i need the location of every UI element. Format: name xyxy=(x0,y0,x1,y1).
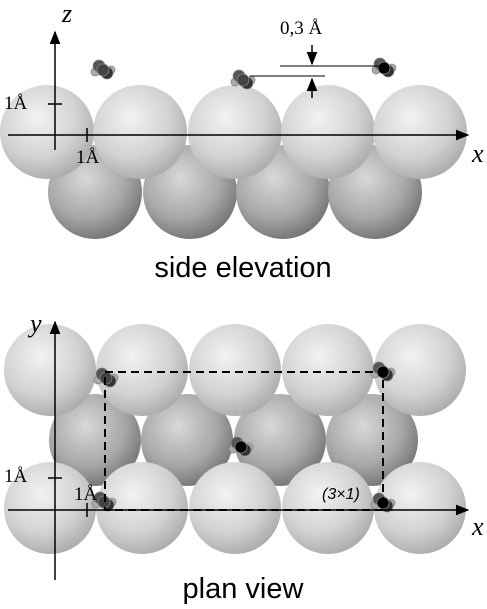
scale-label: 1Å xyxy=(4,466,28,487)
axis-label: z xyxy=(61,0,72,28)
caption: side elevation xyxy=(154,252,331,284)
atom xyxy=(4,324,96,416)
height-label: 0,3 Å xyxy=(280,18,323,39)
atom xyxy=(189,462,281,554)
substrate-atoms xyxy=(0,85,467,554)
adsorbate-atom xyxy=(97,64,109,76)
scale-label: 1Å xyxy=(76,147,100,168)
atom xyxy=(188,85,282,179)
adsorbate-atom xyxy=(237,74,249,86)
axis-label: x xyxy=(471,139,484,168)
atom xyxy=(93,85,187,179)
scale-label: 1Å xyxy=(74,484,98,505)
scale-label: 1Å xyxy=(4,93,28,114)
atom xyxy=(281,85,375,179)
caption: plan view xyxy=(183,573,305,605)
axis-label: x xyxy=(471,512,484,541)
atom xyxy=(373,85,467,179)
atom xyxy=(96,324,188,416)
adsorbate-atom xyxy=(378,62,390,74)
atom xyxy=(282,324,374,416)
axis-label: y xyxy=(27,309,42,338)
atom xyxy=(282,462,374,554)
cell-label: (3×1) xyxy=(322,486,360,503)
figure: z x 1Å 1Å 0,3 Å side elevation y x 1Å 1Å… xyxy=(0,0,487,609)
adsorbate-atom xyxy=(235,441,247,453)
atom xyxy=(189,324,281,416)
